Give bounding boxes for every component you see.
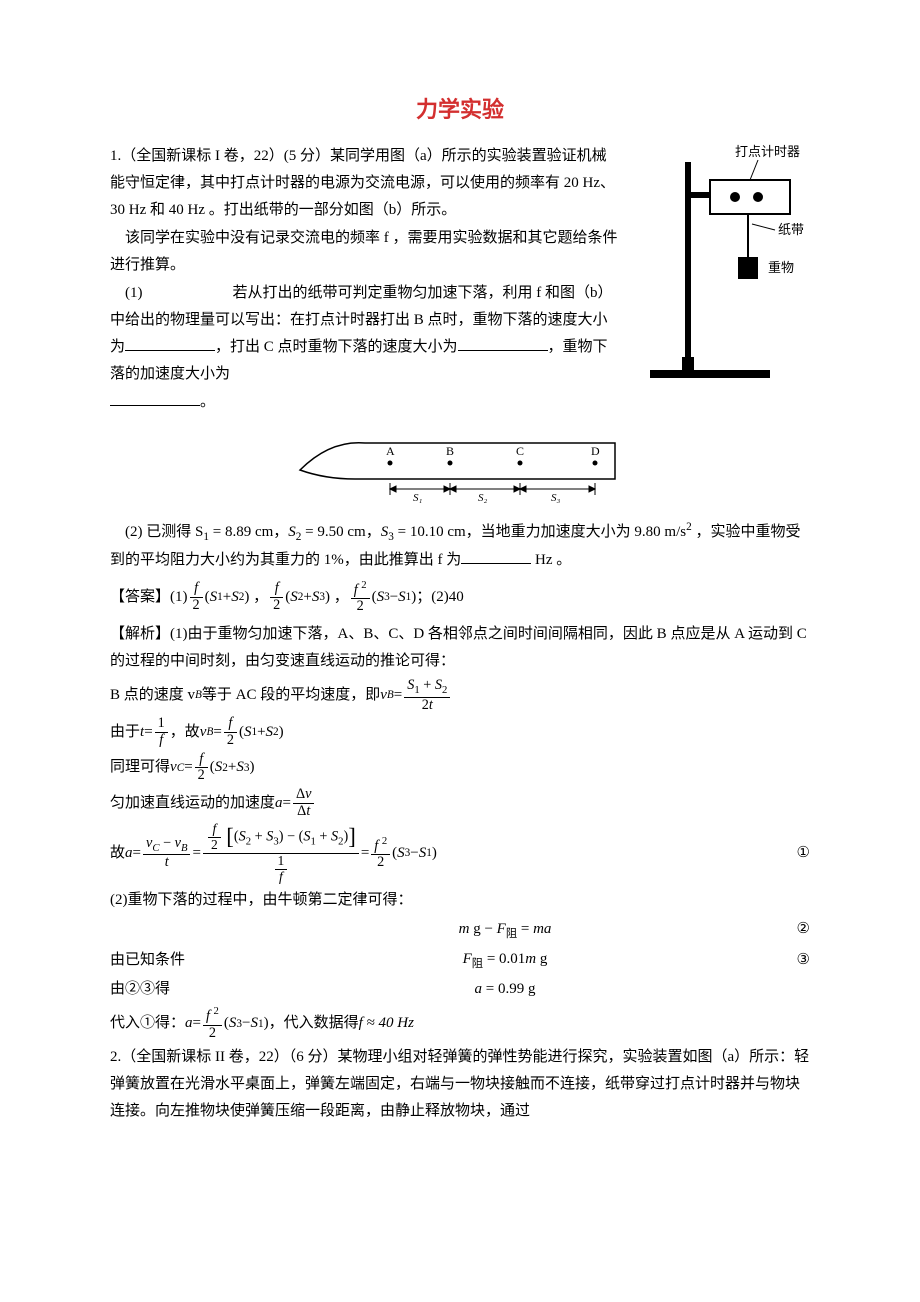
q1-sub2: (2) 已测得 S1 = 8.89 cm，S2 = 9.50 cm，S3 = 1… (110, 517, 810, 574)
sol-t-line: 由于 t = 1f ，故 vB = f2(S1 + S2) (110, 716, 810, 748)
page-title: 力学实验 (416, 97, 504, 122)
q1-para2: 该同学在实验中没有记录交流电的频率 f ，需要用实验数据和其它题给条件进行推算。 (110, 225, 620, 279)
sol-part2: (2)重物下落的过程中，由牛顿第二定律可得： (110, 887, 810, 914)
question-1-block: 1.（全国新课标 I 卷，22）(5 分）某同学用图（a）所示的实验装置验证机械… (110, 142, 810, 417)
s2: 9.50 cm (317, 524, 365, 540)
eqnum1: ① (780, 840, 810, 867)
eqnum3: ③ (780, 947, 810, 974)
eqnum2: ② (780, 916, 810, 943)
blank-vc (458, 336, 548, 351)
gval: 9.80 m/s (634, 524, 686, 540)
answer-block: 【答案】(1) f2(S1 + S2) ， f2(S2 + S3) ， f 22… (110, 580, 810, 615)
l5: 匀加速直线运动的加速度 (110, 790, 275, 817)
svg-text:C: C (516, 444, 524, 458)
blank-a (110, 391, 200, 406)
svg-text:A: A (386, 444, 395, 458)
blank-vb (125, 336, 215, 351)
svg-text:纸带: 纸带 (778, 222, 804, 237)
sol-vc-line: 同理可得 vC = f2(S2 + S3) (110, 752, 810, 784)
sol-a-line: 匀加速直线运动的加速度 a = ΔvΔt (110, 787, 810, 819)
q1-sub1: (1) 若从打出的纸带可判定重物匀加速下落，利用 f 和图（b）中给出的物理量可… (110, 280, 620, 388)
eq-cond: 由已知条件 F阻 = 0.01m g ③ (110, 946, 810, 974)
q1-header: 1.（全国新课标 I 卷，22）(5 分）某同学用图（a）所示的实验装置验证机械… (110, 143, 620, 224)
answer-tail: ；(2)40 (416, 584, 464, 611)
final-res: f ≈ 40 Hz (359, 1010, 414, 1037)
l3b: ，故 (170, 719, 200, 746)
sol-final: 代入①得： a = f 22(S3 − S1) ，代入数据得 f ≈ 40 Hz (110, 1006, 810, 1041)
blank-f (461, 549, 531, 564)
svg-text:重物: 重物 (768, 260, 794, 275)
sol-eq1: 故 a = vC − vBt = f2 [(S2 + S3) − (S1 + S… (110, 822, 810, 885)
svg-text:B: B (446, 444, 454, 458)
svg-text:S₃: S₃ (551, 492, 561, 504)
answer-label: 【答案】 (110, 584, 170, 611)
sub2a: (2) 已测得 S (125, 524, 203, 540)
row2lbl: 由已知条件 (110, 947, 230, 974)
sub2d: ，由此推算出 f 为 (344, 552, 462, 568)
sol-l1-text: (1)由于重物匀加速下落，A、B、C、D 各相邻点之间时间间隔相同，因此 B 点… (110, 626, 807, 669)
final-a: 代入①得： (110, 1010, 185, 1037)
q1-mid1: ，打出 C 点时重物下落的速度大小为 (215, 339, 458, 355)
svg-text:打点计时器: 打点计时器 (735, 144, 800, 159)
sub2b: ，当地重力加速度大小为 (466, 524, 631, 540)
sol-label: 【解析】 (110, 626, 170, 642)
pct: 1% (324, 552, 344, 568)
row3lbl: 由②③得 (110, 976, 230, 1003)
eq-newton: m g − F阻 = ma ② (110, 916, 810, 944)
svg-text:S₁: S₁ (413, 492, 423, 504)
s1: 8.89 cm (225, 524, 273, 540)
l3a: 由于 (110, 719, 140, 746)
l4: 同理可得 (110, 754, 170, 781)
tape-diagram: A B C D S₁ S₂ S₃ (110, 435, 810, 505)
q1-sub1-end: 。 (200, 394, 215, 410)
sub2e: Hz 。 (531, 552, 571, 568)
question-2: 2.（全国新课标 II 卷，22）（6 分）某物理小组对轻弹簧的弹性势能进行探究… (110, 1044, 810, 1125)
final-b: ，代入数据得 (269, 1010, 359, 1037)
apparatus-diagram: 打点计时器 纸带 重物 (640, 142, 810, 417)
eq-result: 由②③得 a = 0.99 g (110, 976, 810, 1003)
l2b: 等于 AC 段的平均速度，即 (202, 682, 380, 709)
svg-text:S₂: S₂ (478, 492, 488, 504)
sol-vb-line: B 点的速度 vB 等于 AC 段的平均速度，即 vB = S1 + S22t (110, 678, 810, 713)
s3: 10.10 cm (410, 524, 466, 540)
l2a: B 点的速度 v (110, 682, 195, 709)
l6: 故 (110, 840, 125, 867)
q1-sub1-num: (1) (125, 285, 143, 301)
solution-l1: 【解析】(1)由于重物匀加速下落，A、B、C、D 各相邻点之间时间间隔相同，因此… (110, 621, 810, 675)
svg-text:D: D (591, 444, 600, 458)
